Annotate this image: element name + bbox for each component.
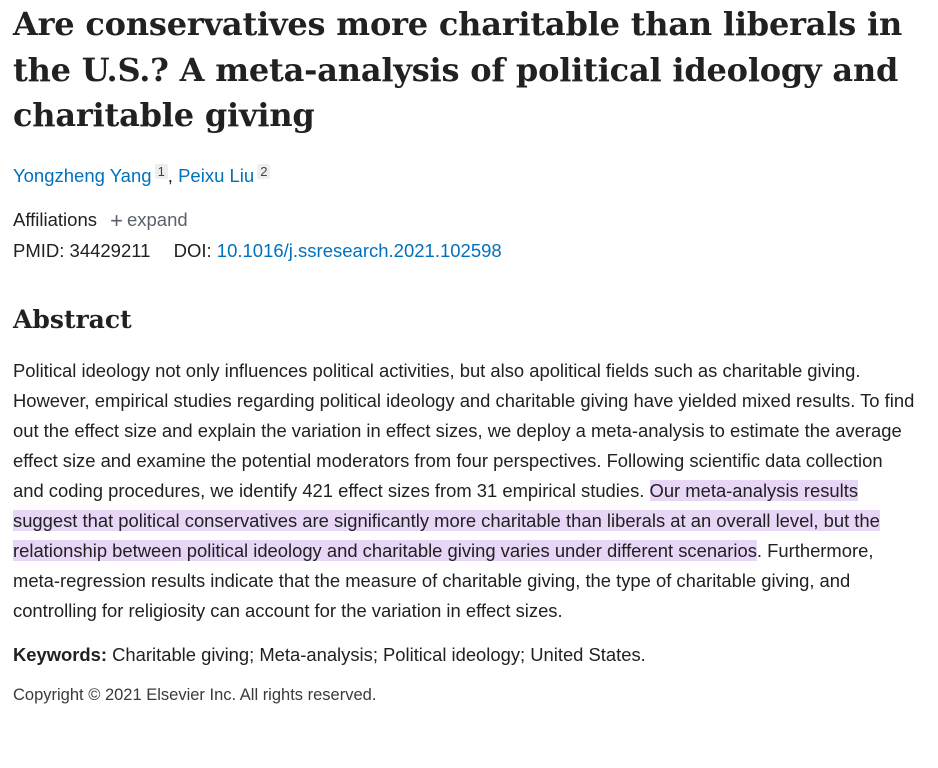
abstract-text-start: Political ideology not only influences p… [13,359,915,501]
affiliation-ref-1[interactable]: 1 [154,163,168,179]
author-link-yang[interactable]: Yongzheng Yang [13,164,152,186]
plus-icon: + [110,207,123,233]
copyright-notice: Copyright © 2021 Elsevier Inc. All right… [13,685,377,704]
author-link-liu[interactable]: Peixu Liu [178,164,255,186]
affiliations-expand-button[interactable]: + expand [110,207,188,233]
abstract-heading: Abstract [13,304,132,334]
doi-link[interactable]: 10.1016/j.ssresearch.2021.102598 [216,239,502,261]
affiliation-ref-2[interactable]: 2 [257,163,271,179]
affiliations-label: Affiliations [13,208,97,230]
abstract-text-end: . Furthermore, meta-regression results i… [13,539,874,621]
expand-label: expand [126,208,188,230]
author-separator: , [167,164,173,186]
doi-label: DOI: [173,239,212,261]
article-page: Are conservatives more charitable than l… [13,0,918,706]
pmid-label: PMID: [13,239,65,261]
pmid-value: 34429211 [69,239,151,261]
abstract-text: Political ideology not only influences p… [13,356,918,626]
keywords-row: Keywords: Charitable giving; Meta-analys… [13,642,918,668]
article-title: Are conservatives more charitable than l… [13,5,903,134]
keywords-label: Keywords: [13,643,108,665]
affiliations-row: Affiliations + expand [13,207,918,233]
identifiers-row: PMID: 34429211 DOI: 10.1016/j.ssresearch… [13,238,918,264]
keywords-value: Charitable giving; Meta-analysis; Politi… [112,643,646,665]
author-list: Yongzheng Yang 1, Peixu Liu 2 [13,163,918,189]
